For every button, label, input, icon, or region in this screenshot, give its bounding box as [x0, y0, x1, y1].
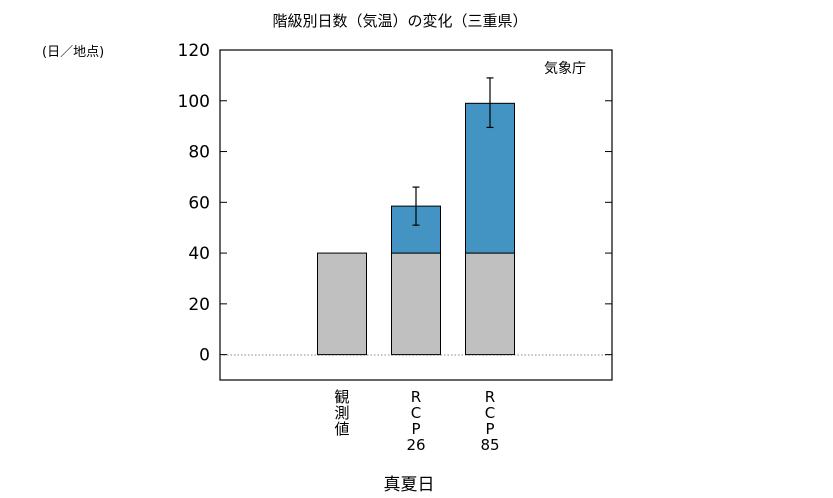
chart-title: 階級別日数（気温）の変化（三重県） [272, 12, 527, 30]
x-category-label: C [485, 404, 495, 422]
y-unit-label: (日／地点) [42, 45, 104, 60]
y-tick-label: 40 [188, 244, 210, 264]
x-category-label: 測 [334, 404, 349, 422]
source-label: 気象庁 [544, 61, 586, 77]
x-category-label: R [411, 388, 421, 406]
y-tick-label: 100 [178, 92, 210, 112]
bar-segment [465, 252, 515, 356]
x-category-label: P [411, 420, 420, 438]
bar-segment [317, 252, 367, 356]
y-tick-label: 0 [199, 346, 210, 366]
bar-segment [465, 102, 515, 254]
plot-frame [219, 49, 613, 381]
bar-segment [391, 252, 441, 356]
y-tick-label: 60 [188, 193, 210, 213]
error-bars [412, 77, 494, 226]
y-tick-label: 20 [188, 295, 210, 315]
bars [317, 102, 515, 356]
y-axis: 0 20 40 60 80 100 120 [178, 41, 612, 366]
y-tick-label: 80 [188, 143, 210, 163]
x-category-label: 26 [406, 436, 425, 454]
x-category-label: 値 [334, 420, 349, 438]
y-tick-label: 120 [178, 41, 210, 61]
x-category-label: P [485, 420, 494, 438]
x-category-label: R [485, 388, 495, 406]
x-category-label: C [411, 404, 421, 422]
x-category-label: 観 [334, 388, 349, 406]
x-axis-title: 真夏日 [384, 475, 435, 495]
x-category-label: 85 [480, 436, 499, 454]
